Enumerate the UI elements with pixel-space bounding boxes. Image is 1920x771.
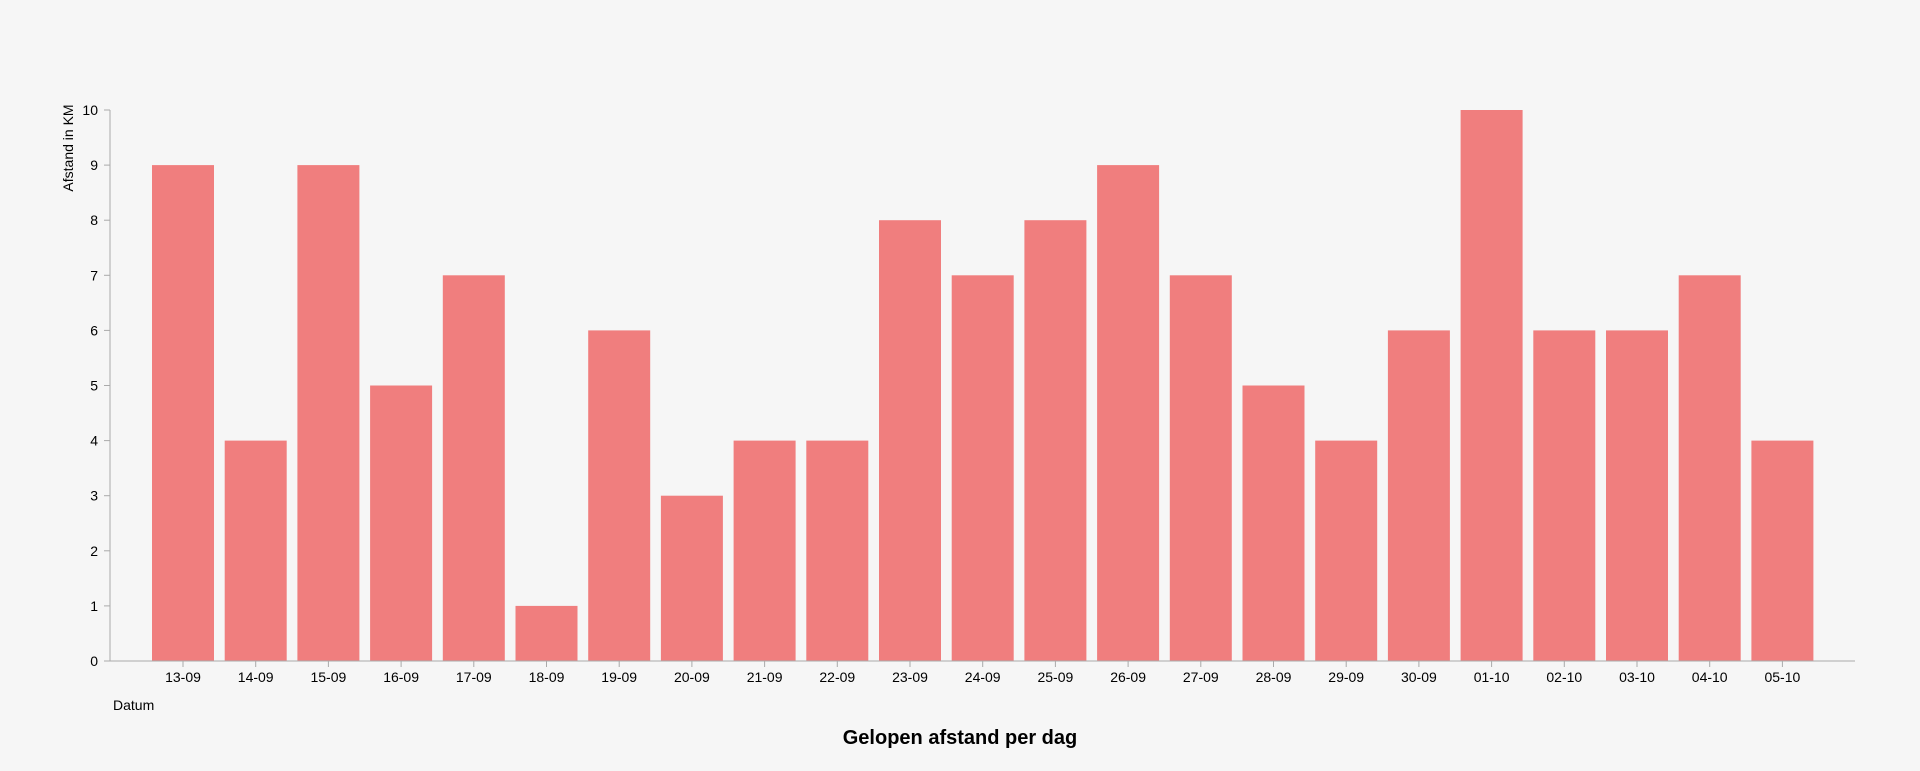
x-tick-label: 14-09 bbox=[238, 669, 274, 685]
x-axis-label: Datum bbox=[113, 697, 154, 713]
x-tick-label: 23-09 bbox=[892, 669, 928, 685]
x-tick-label: 17-09 bbox=[456, 669, 492, 685]
x-tick-label: 21-09 bbox=[747, 669, 783, 685]
x-tick-label: 20-09 bbox=[674, 669, 710, 685]
bar-29-09 bbox=[1315, 440, 1378, 661]
bar-15-09 bbox=[297, 165, 360, 661]
x-tick-label: 01-10 bbox=[1474, 669, 1510, 685]
y-tick-label: 10 bbox=[82, 102, 98, 118]
x-tick-label: 15-09 bbox=[310, 669, 346, 685]
y-tick-label: 9 bbox=[90, 157, 98, 173]
y-axis-label: Afstand in KM bbox=[60, 104, 76, 191]
bar-13-09 bbox=[152, 165, 214, 661]
bar-21-09 bbox=[733, 440, 796, 661]
y-tick-label: 4 bbox=[90, 433, 98, 449]
x-tick-label: 02-10 bbox=[1546, 669, 1582, 685]
bar-05-10 bbox=[1751, 440, 1814, 661]
bar-25-09 bbox=[1024, 220, 1087, 661]
y-tick-label: 6 bbox=[90, 322, 98, 338]
x-tick-label: 13-09 bbox=[165, 669, 201, 685]
bar-01-10 bbox=[1460, 110, 1523, 661]
bar-18-09 bbox=[515, 605, 578, 661]
bar-20-09 bbox=[660, 495, 723, 661]
x-tick-label: 27-09 bbox=[1183, 669, 1219, 685]
bar-14-09 bbox=[224, 440, 287, 661]
x-tick-label: 29-09 bbox=[1328, 669, 1364, 685]
y-tick-label: 5 bbox=[90, 378, 98, 394]
y-tick-label: 7 bbox=[90, 267, 98, 283]
bars-layer bbox=[152, 110, 1814, 661]
x-tick-label: 19-09 bbox=[601, 669, 637, 685]
x-tick-label: 04-10 bbox=[1692, 669, 1728, 685]
x-axis-ticks: 13-09 14-09 15-09 16-09 17-09 18-09 19-09 20-09… bbox=[165, 661, 1801, 685]
x-tick-label: 26-09 bbox=[1110, 669, 1146, 685]
bar-28-09 bbox=[1242, 385, 1305, 661]
bar-16-09 bbox=[370, 385, 433, 661]
x-tick-label: 22-09 bbox=[819, 669, 855, 685]
bar-23-09 bbox=[879, 220, 941, 661]
bar-03-10 bbox=[1606, 330, 1668, 661]
x-tick-label: 16-09 bbox=[383, 669, 419, 685]
bar-22-09 bbox=[806, 440, 869, 661]
bar-30-09 bbox=[1387, 330, 1450, 661]
bar-02-10 bbox=[1533, 330, 1596, 661]
x-tick-label: 05-10 bbox=[1764, 669, 1800, 685]
y-tick-label: 2 bbox=[90, 543, 98, 559]
x-tick-label: 25-09 bbox=[1037, 669, 1073, 685]
bar-04-10 bbox=[1678, 275, 1741, 661]
y-tick-label: 8 bbox=[90, 212, 98, 228]
y-tick-label: 3 bbox=[90, 488, 98, 504]
bar-24-09 bbox=[951, 275, 1014, 661]
x-tick-label: 03-10 bbox=[1619, 669, 1655, 685]
bar-19-09 bbox=[588, 330, 651, 661]
bar-26-09 bbox=[1097, 165, 1160, 661]
y-tick-label: 1 bbox=[90, 598, 98, 614]
bar-27-09 bbox=[1169, 275, 1232, 661]
y-tick-label: 0 bbox=[90, 653, 98, 669]
x-tick-label: 18-09 bbox=[529, 669, 565, 685]
x-tick-label: 30-09 bbox=[1401, 669, 1437, 685]
x-tick-label: 28-09 bbox=[1256, 669, 1292, 685]
chart-title: Gelopen afstand per dag bbox=[842, 727, 1078, 749]
bar-17-09 bbox=[442, 275, 505, 661]
y-axis-ticks: 0 1 2 3 4 5 6 7 8 9 10 bbox=[82, 102, 110, 669]
x-tick-label: 24-09 bbox=[965, 669, 1001, 685]
